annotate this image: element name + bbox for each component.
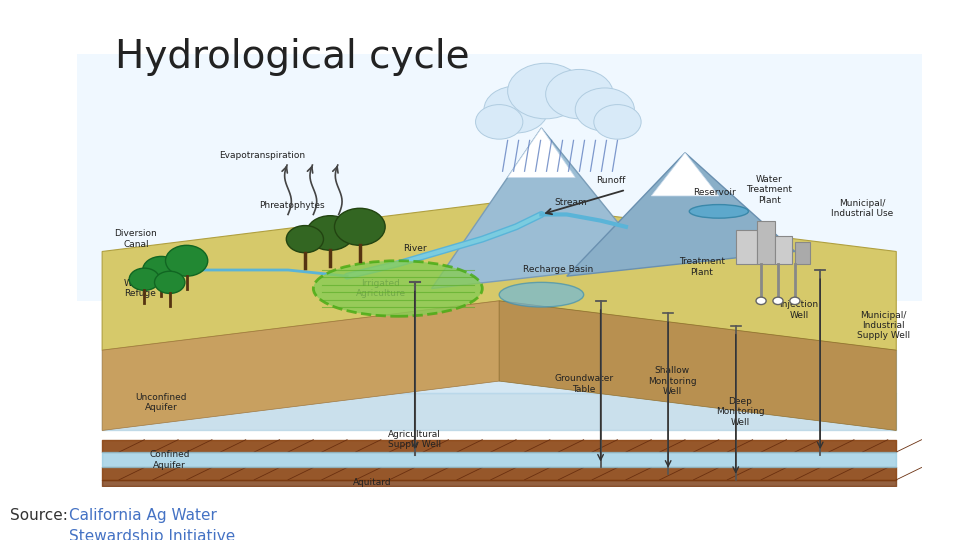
Ellipse shape [689,205,749,218]
Text: Reservoir: Reservoir [693,188,736,197]
Text: Stream: Stream [555,198,588,207]
Text: Municipal/
Industrial Use: Municipal/ Industrial Use [831,199,894,218]
Polygon shape [508,128,575,178]
Text: Hydrological cycle: Hydrological cycle [115,38,469,76]
Circle shape [575,88,635,131]
Circle shape [130,268,159,291]
Text: California Ag Water
Stewardship Initiative: California Ag Water Stewardship Initiati… [69,508,235,540]
Text: Evapotranspiration: Evapotranspiration [220,151,305,160]
Text: Wildlife
Refuge: Wildlife Refuge [123,279,157,298]
Text: Groundwater
Table: Groundwater Table [554,374,613,394]
Circle shape [306,215,354,250]
Text: Deep
Monitoring
Well: Deep Monitoring Well [715,397,764,427]
Text: Aquitard: Aquitard [353,478,392,488]
Text: Water
Treatment
Plant: Water Treatment Plant [747,175,793,205]
Circle shape [475,105,523,139]
Bar [756,221,776,264]
Circle shape [155,271,185,293]
Circle shape [756,297,766,305]
Circle shape [773,297,783,305]
Bar [77,54,922,301]
Circle shape [790,297,800,305]
Text: River: River [403,244,426,253]
Text: Treatment
Plant: Treatment Plant [679,257,725,276]
Text: Diversion
Canal: Diversion Canal [114,230,157,249]
Polygon shape [651,153,719,196]
Text: Confined
Aquifer: Confined Aquifer [150,450,190,470]
Bar [776,236,792,264]
Ellipse shape [499,282,584,307]
Circle shape [508,63,584,119]
Polygon shape [102,202,897,350]
Ellipse shape [313,261,482,316]
Polygon shape [499,301,897,430]
Text: Runoff: Runoff [596,176,626,185]
Bar [735,230,756,264]
Polygon shape [432,128,651,288]
Text: Municipal/
Industrial
Supply Well: Municipal/ Industrial Supply Well [857,310,910,340]
Text: Injection
Well: Injection Well [780,300,819,320]
Text: Agricultural
Supply Well: Agricultural Supply Well [388,430,442,449]
Polygon shape [566,153,795,276]
Circle shape [484,86,548,133]
Circle shape [334,208,385,245]
Polygon shape [102,301,499,430]
Text: Source:: Source: [10,508,72,523]
Text: Shallow
Monitoring
Well: Shallow Monitoring Well [648,366,697,396]
Bar [795,242,810,264]
Circle shape [594,105,641,139]
Text: Irrigated
Agriculture: Irrigated Agriculture [356,279,406,298]
Text: Recharge Basin: Recharge Basin [523,266,593,274]
Text: Unconfined
Aquifer: Unconfined Aquifer [135,393,187,413]
Circle shape [165,245,207,276]
Circle shape [545,70,613,119]
Circle shape [286,226,324,253]
Text: Phreatophytes: Phreatophytes [259,201,325,210]
Circle shape [143,256,180,284]
